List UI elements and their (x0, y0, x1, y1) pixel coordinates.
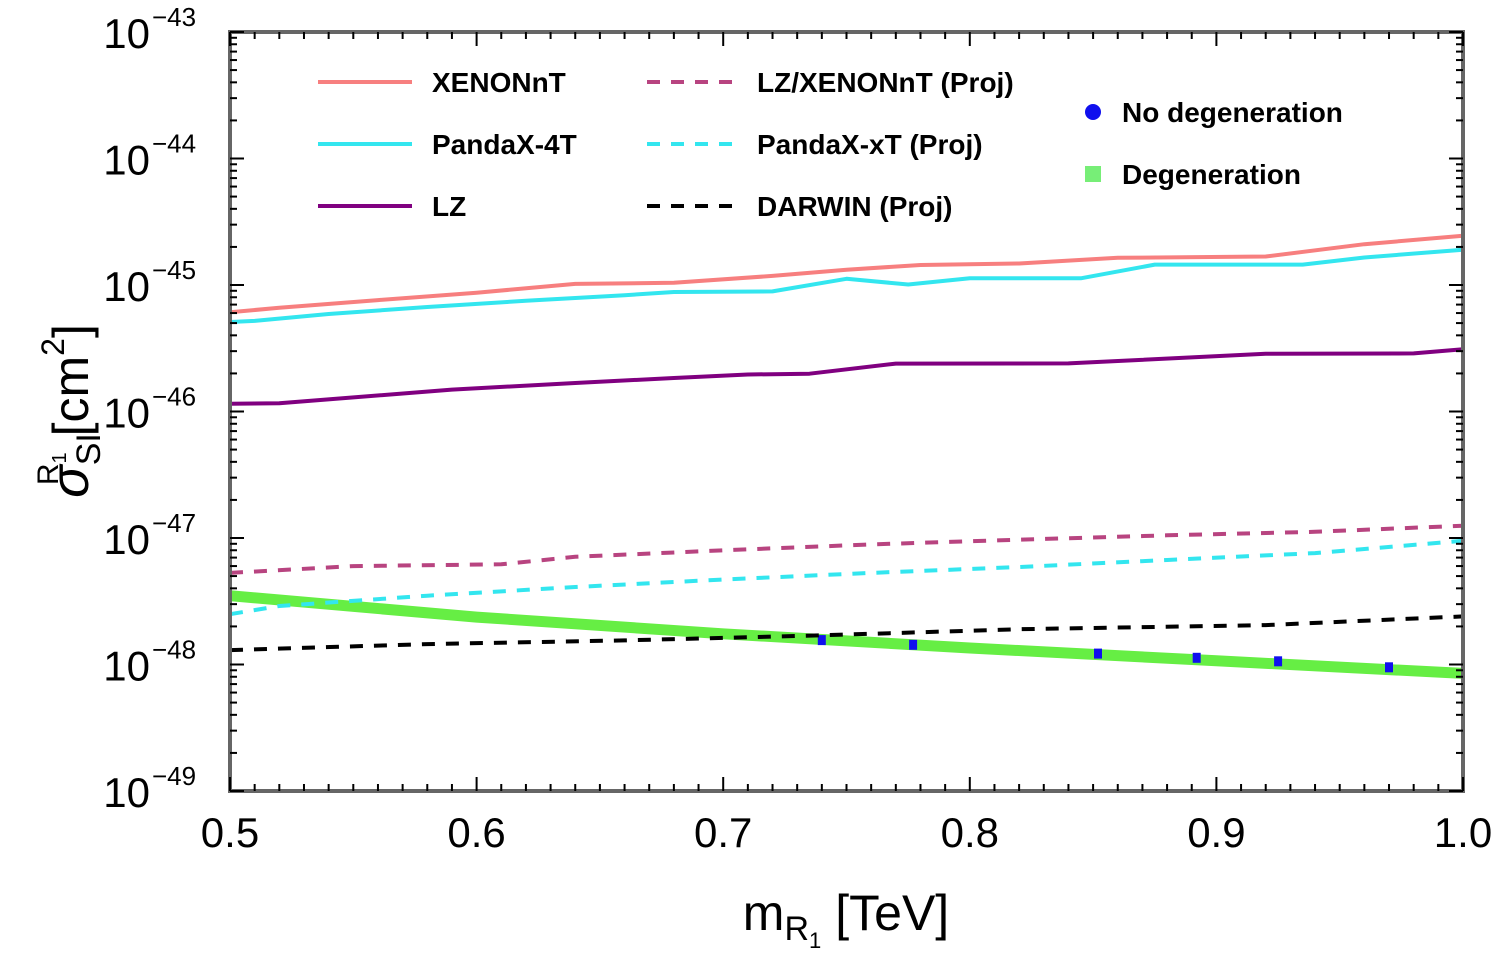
legend-label-no-degeneration: No degeneration (1122, 97, 1343, 128)
y-tick-label-base: 10 (103, 390, 150, 437)
x-tick-label: 0.8 (941, 809, 999, 856)
series-no-degeneration-point (1192, 652, 1201, 663)
series-pandax-4t-line (229, 247, 1464, 324)
legend-label-darwin-proj: DARWIN (Proj) (757, 191, 952, 222)
y-axis-unit-close: ] (43, 324, 99, 338)
x-axis-unit: [TeV] (835, 885, 949, 941)
series-layer (229, 233, 1464, 679)
series-darwin-proj-line (229, 614, 1464, 653)
x-axis-symbol: m (743, 885, 785, 941)
y-tick-label-exponent: −43 (152, 2, 196, 32)
axis-ticks: 0.5 0.6 0.7 0.8 0.9 1.010−4910−4810−4710−4610… (103, 2, 1492, 856)
series-no-degeneration-point (817, 635, 826, 646)
x-axis-title: mR1 [TeV] (743, 885, 949, 953)
series-lz-line (229, 347, 1464, 406)
svg-text:σSIR1[cm2]: σSIR1 [cm2] (32, 324, 108, 498)
y-axis-unit-open: [cm (43, 356, 99, 437)
y-tick-label-exponent: −46 (152, 382, 196, 412)
series-no-degeneration-point (1094, 648, 1102, 659)
svg-text:mR1[TeV]: mR1 [TeV] (743, 885, 949, 953)
y-tick-label-base: 10 (103, 643, 150, 690)
series-pandax-xt-proj-line (229, 538, 1464, 617)
x-axis-subscript-sub: 1 (809, 928, 821, 953)
legend-label-pandax-4t: PandaX-4T (432, 129, 577, 160)
y-axis-symbol: σ (40, 463, 100, 498)
y-tick-label-base: 10 (103, 516, 150, 563)
series-no-degeneration-point (909, 639, 918, 650)
legend-label-degeneration: Degeneration (1122, 159, 1301, 190)
y-tick-label-base: 10 (103, 10, 150, 57)
legend-marker-no-degeneration (1085, 104, 1101, 120)
x-axis-subscript: R (784, 910, 809, 948)
series-lz-xenonnt-proj-line (229, 523, 1464, 575)
legend: XENONnT PandaX-4T LZ LZ/XENONnT (Proj) Panda… (318, 67, 1343, 222)
series-degeneration-band (229, 590, 1464, 679)
y-axis-superscript-sub: 1 (49, 452, 71, 463)
y-axis-title: σSIR1 [cm2] (32, 324, 108, 498)
y-axis-unit-sup: 2 (35, 338, 71, 356)
y-axis-superscript: R (32, 464, 65, 486)
legend-label-lz-xenonnt-proj: LZ/XENONnT (Proj) (757, 67, 1014, 98)
y-tick-label-base: 10 (103, 263, 150, 310)
series-no-degeneration-point (1385, 662, 1393, 673)
x-tick-label: 0.6 (447, 809, 505, 856)
x-tick-label: 0.7 (694, 809, 752, 856)
y-tick-label-exponent: −49 (152, 761, 196, 791)
series-no-degeneration-point (1274, 656, 1283, 667)
x-tick-label: 0.9 (1187, 809, 1245, 856)
y-tick-label-base: 10 (103, 769, 150, 816)
y-tick-label-exponent: −47 (152, 508, 196, 538)
y-tick-label-exponent: −48 (152, 635, 196, 665)
y-axis-subscript: SI (70, 433, 108, 465)
y-tick-label-exponent: −44 (152, 129, 196, 159)
legend-label-lz: LZ (432, 191, 466, 222)
x-tick-label: 0.5 (201, 809, 259, 856)
y-tick-label-base: 10 (103, 137, 150, 184)
series-xenonnt-line (229, 233, 1464, 315)
legend-marker-degeneration (1085, 166, 1101, 182)
legend-label-pandax-xt-proj: PandaX-xT (Proj) (757, 129, 983, 160)
legend-label-xenonnt: XENONnT (432, 67, 566, 98)
x-tick-label: 1.0 (1434, 809, 1492, 856)
y-tick-label-exponent: −45 (152, 255, 196, 285)
